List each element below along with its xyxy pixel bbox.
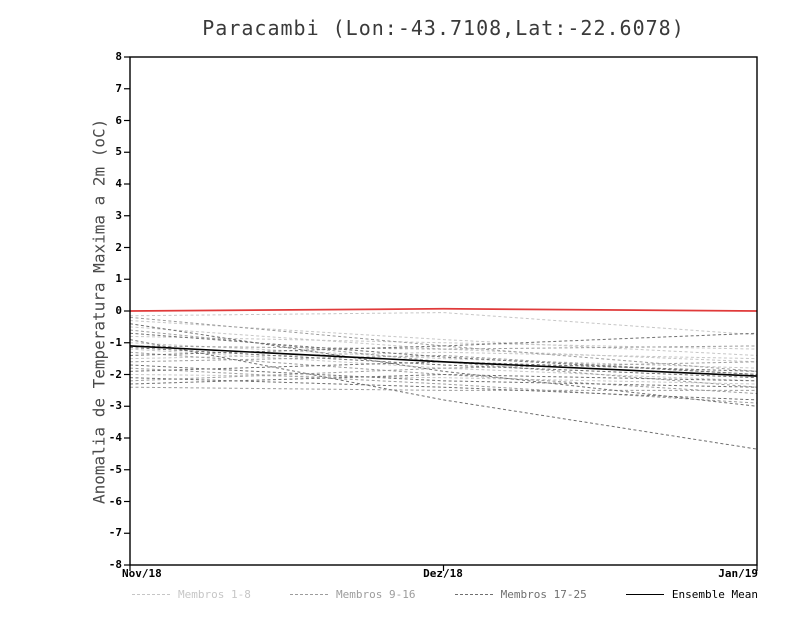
- y-tick-label: 4: [115, 177, 122, 190]
- y-tick-label: -1: [108, 335, 122, 349]
- y-tick-label: -3: [108, 399, 122, 413]
- legend-label: Membros 17-25: [500, 588, 587, 601]
- y-tick-label: -4: [108, 431, 122, 444]
- legend-item-membros-1-8: Membros 1-8: [132, 588, 251, 601]
- series-ensemble-mean: [129, 345, 758, 377]
- legend-item-membros-9-16: Membros 9-16: [290, 588, 416, 601]
- series-membros-17-25: [129, 339, 758, 450]
- series-membros-9-16: [129, 316, 758, 372]
- legend-line-membros-17-25: [454, 594, 493, 595]
- x-tick-nov18: Nov/18: [122, 567, 162, 580]
- series-membros-17-25: [129, 373, 758, 385]
- series-zero-reference: [129, 307, 758, 312]
- series-membros-1-8: [129, 374, 758, 385]
- series-membros-17-25: [129, 347, 758, 379]
- legend-label: Membros 9-16: [336, 588, 416, 601]
- x-axis-tick-labels: Nov/18 Dez/18 Jan/19: [0, 567, 800, 581]
- y-tick-label: 8: [115, 50, 122, 63]
- x-tick-dez18: Dez/18: [423, 567, 463, 580]
- series-membros-17-25: [129, 323, 758, 407]
- chart-title: Paracambi (Lon:-43.7108,Lat:-22.6078): [202, 16, 685, 40]
- y-tick-label: -7: [108, 526, 122, 540]
- series-membros-1-8: [129, 351, 758, 360]
- legend-label: Membros 1-8: [178, 588, 251, 601]
- legend-item-ensemble-mean: Ensemble Mean: [625, 588, 758, 601]
- y-tick-label: 5: [115, 145, 122, 159]
- series-membros-17-25: [129, 364, 758, 388]
- series-membros-9-16: [129, 367, 758, 404]
- legend-line-membros-1-8: [132, 594, 170, 595]
- x-tick-jan19: Jan/19: [718, 567, 758, 580]
- series-membros-9-16: [129, 361, 758, 382]
- y-tick-label: 1: [115, 272, 122, 286]
- y-tick-label: 0: [115, 304, 122, 317]
- legend-line-membros-9-16: [290, 594, 329, 595]
- y-tick-label: -2: [108, 367, 122, 381]
- legend-label: Ensemble Mean: [671, 588, 758, 601]
- y-tick-label: 7: [115, 81, 122, 95]
- y-tick-label: -6: [108, 494, 122, 508]
- legend-line-ensemble-mean: [625, 594, 664, 595]
- series-membros-17-25: [129, 332, 758, 356]
- series-membros-9-16: [129, 386, 757, 391]
- y-tick-label: 2: [115, 240, 122, 254]
- series-membros-1-8: [129, 312, 758, 336]
- y-tick-label: 3: [115, 208, 122, 222]
- chart-legend: Membros 1-8 Membros 9-16 Membros 17-25 E…: [132, 588, 758, 601]
- y-tick-label: -8: [108, 558, 122, 571]
- series-membros-1-8: [129, 342, 758, 369]
- legend-item-membros-17-25: Membros 17-25: [454, 588, 587, 601]
- y-tick-label: -5: [108, 462, 122, 476]
- series-membros-9-16: [129, 345, 758, 350]
- y-tick-label: 6: [115, 113, 122, 127]
- series-membros-17-25: [129, 332, 758, 375]
